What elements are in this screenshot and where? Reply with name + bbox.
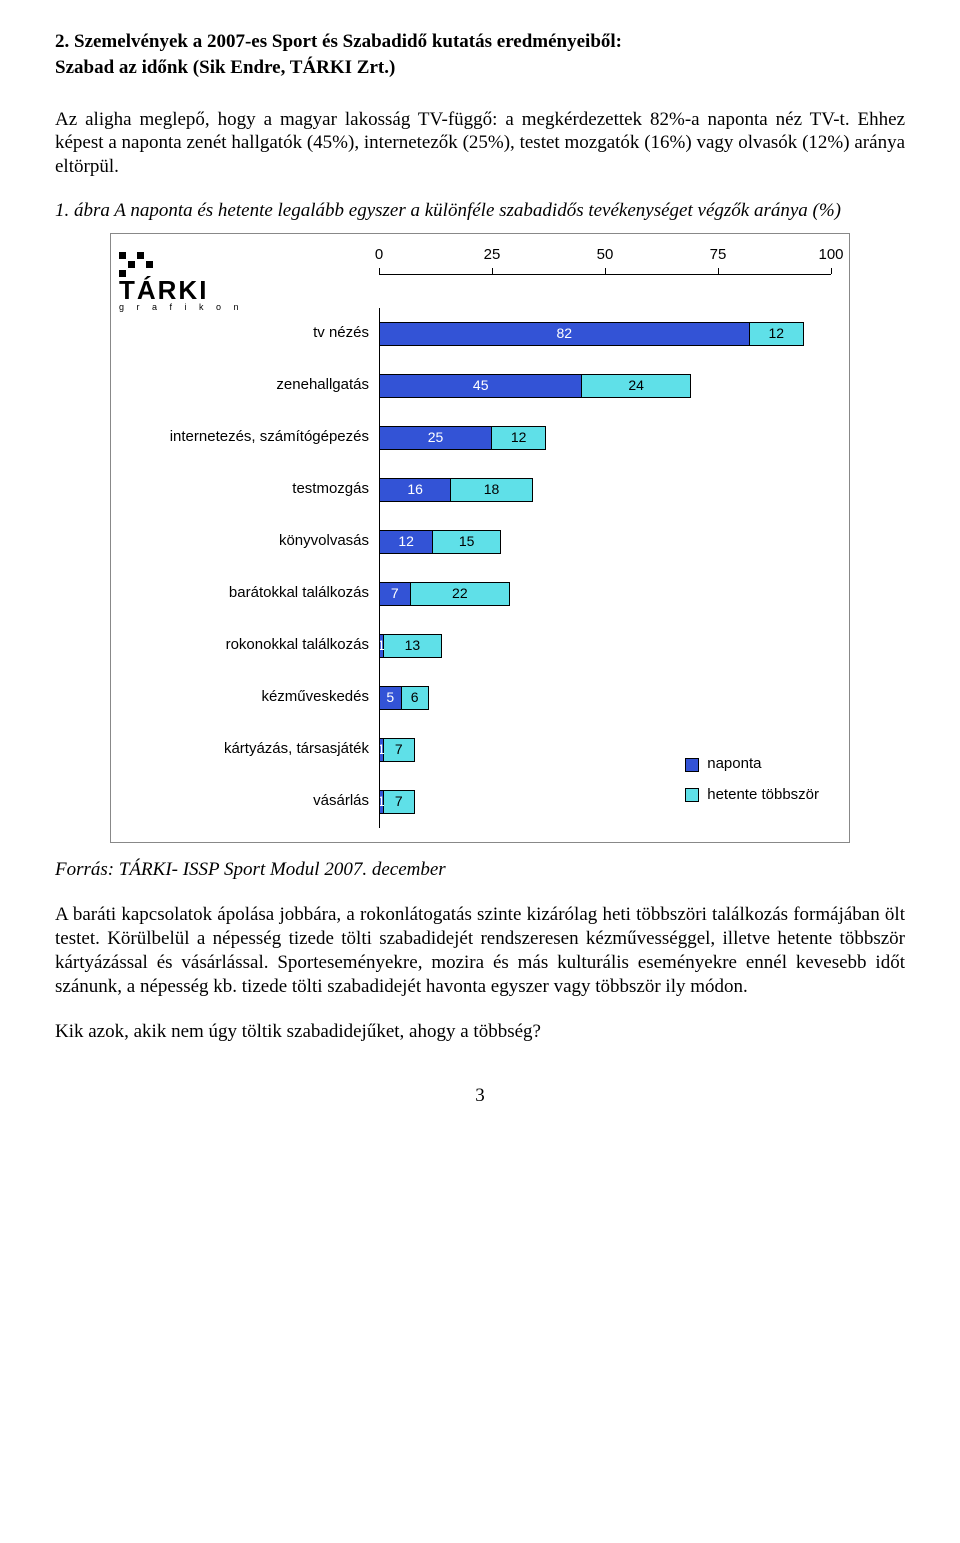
chart-row: barátokkal találkozás722 [119, 582, 831, 606]
row-label: testmozgás [119, 480, 379, 499]
axis-tick-label: 0 [375, 246, 383, 265]
bar-segment-hetente: 15 [433, 530, 501, 554]
bar-track: 1618 [379, 478, 831, 502]
row-label: kártyázás, társasjáték [119, 740, 379, 759]
bar-track: 2512 [379, 426, 831, 450]
row-label: zenehallgatás [119, 376, 379, 395]
bar-segment-hetente: 18 [451, 478, 532, 502]
bar-segment-hetente: 22 [411, 582, 510, 606]
chart-legend: naponta hetente többször [685, 755, 819, 817]
chart-row: tv nézés8212 [119, 322, 831, 346]
x-axis: 0255075100 [379, 246, 831, 296]
bar-track: 4524 [379, 374, 831, 398]
chart-container: TÁRKI g r a f i k o n 0255075100 tv nézé… [110, 233, 850, 843]
bar-segment-naponta: 16 [379, 478, 451, 502]
bar-track: 8212 [379, 322, 831, 346]
row-label: rokonokkal találkozás [119, 636, 379, 655]
chart-logo: TÁRKI g r a f i k o n [119, 246, 379, 316]
logo-text: TÁRKI [119, 279, 244, 302]
bar-track: 722 [379, 582, 831, 606]
axis-tick-label: 50 [597, 246, 614, 265]
bar-segment-hetente: 6 [402, 686, 429, 710]
figure-caption: 1. ábra A naponta és hetente legalább eg… [55, 199, 905, 223]
chart-source: Forrás: TÁRKI- ISSP Sport Modul 2007. de… [55, 858, 905, 882]
page-number: 3 [55, 1084, 905, 1108]
row-label: könyvolvasás [119, 532, 379, 551]
row-label: internetezés, számítógépezés [119, 428, 379, 447]
bar-segment-hetente: 24 [582, 374, 690, 398]
section-subheading: Szabad az időnk (Sik Endre, TÁRKI Zrt.) [55, 56, 905, 80]
legend-item-naponta: naponta [685, 755, 819, 774]
chart-rows: tv nézés8212zenehallgatás4524internetezé… [119, 322, 831, 814]
chart-row: kézműveskedés56 [119, 686, 831, 710]
axis-tick-label: 25 [484, 246, 501, 265]
bar-segment-hetente: 12 [492, 426, 546, 450]
section-heading: 2. Szemelvények a 2007-es Sport és Szaba… [55, 30, 905, 54]
body-paragraph: A baráti kapcsolatok ápolása jobbára, a … [55, 903, 905, 998]
row-label: barátokkal találkozás [119, 584, 379, 603]
bar-segment-naponta: 82 [379, 322, 750, 346]
chart-row: testmozgás1618 [119, 478, 831, 502]
logo-subtext: g r a f i k o n [119, 302, 244, 313]
bar-track: 113 [379, 634, 831, 658]
bar-segment-hetente: 12 [750, 322, 804, 346]
bar-segment-hetente: 7 [384, 790, 416, 814]
bar-segment-hetente: 13 [384, 634, 443, 658]
bar-segment-naponta: 12 [379, 530, 433, 554]
chart-row: zenehallgatás4524 [119, 374, 831, 398]
bar-segment-naponta: 5 [379, 686, 402, 710]
row-label: vásárlás [119, 792, 379, 811]
bar-segment-naponta: 45 [379, 374, 582, 398]
bar-track: 56 [379, 686, 831, 710]
bar-segment-hetente: 7 [384, 738, 416, 762]
legend-label: naponta [707, 755, 761, 774]
axis-tick-label: 75 [710, 246, 727, 265]
chart-row: könyvolvasás1215 [119, 530, 831, 554]
axis-tick-label: 100 [818, 246, 843, 265]
legend-item-hetente: hetente többször [685, 786, 819, 805]
closing-question: Kik azok, akik nem úgy töltik szabadidej… [55, 1020, 905, 1044]
bar-track: 1215 [379, 530, 831, 554]
legend-label: hetente többször [707, 786, 819, 805]
row-label: tv nézés [119, 324, 379, 343]
chart-row: internetezés, számítógépezés2512 [119, 426, 831, 450]
intro-paragraph: Az aligha meglepő, hogy a magyar lakossá… [55, 108, 905, 179]
bar-segment-naponta: 7 [379, 582, 411, 606]
chart-row: rokonokkal találkozás113 [119, 634, 831, 658]
bar-segment-naponta: 25 [379, 426, 492, 450]
row-label: kézműveskedés [119, 688, 379, 707]
